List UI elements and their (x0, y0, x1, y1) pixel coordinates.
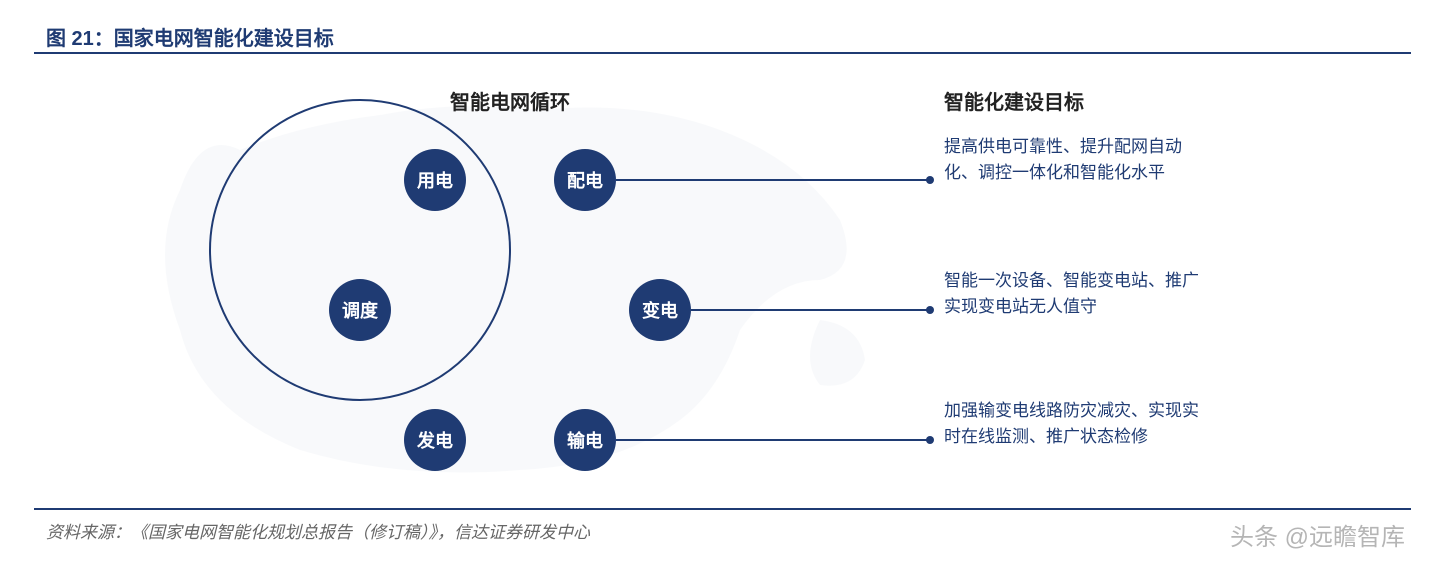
goal-shudian: 加强输变电线路防灾减灾、实现实时在线监测、推广状态检修 (944, 398, 1204, 451)
connector-shudian (616, 439, 930, 441)
node-label: 变电 (642, 297, 678, 323)
connector-dot-peidian (926, 176, 934, 184)
node-label: 用电 (417, 167, 453, 193)
connector-dot-shudian (926, 436, 934, 444)
goal-biandian: 智能一次设备、智能变电站、推广实现变电站无人值守 (944, 268, 1204, 321)
figure-title: 图 21：国家电网智能化建设目标 (46, 22, 334, 51)
node-label: 发电 (417, 427, 453, 453)
node-label: 调度 (342, 297, 378, 323)
connector-peidian (616, 179, 930, 181)
node-diaodu: 调度 (329, 279, 391, 341)
connector-biandian (691, 309, 930, 311)
connector-dot-biandian (926, 306, 934, 314)
node-fadian: 发电 (404, 409, 466, 471)
bottom-rule (34, 508, 1411, 510)
goal-peidian: 提高供电可靠性、提升配网自动化、调控一体化和智能化水平 (944, 134, 1204, 187)
watermark: 头条 @远瞻智库 (1230, 517, 1405, 552)
node-shudian: 输电 (554, 409, 616, 471)
node-biandian: 变电 (629, 279, 691, 341)
title-rule (34, 52, 1411, 54)
cycle-ring (190, 80, 530, 420)
node-label: 输电 (567, 427, 603, 453)
node-yongdian: 用电 (404, 149, 466, 211)
node-peidian: 配电 (554, 149, 616, 211)
node-label: 配电 (567, 167, 603, 193)
source-text: 资料来源：《国家电网智能化规划总报告（修订稿）》，信达证券研发中心 (46, 518, 590, 543)
goals-title: 智能化建设目标 (944, 86, 1084, 115)
